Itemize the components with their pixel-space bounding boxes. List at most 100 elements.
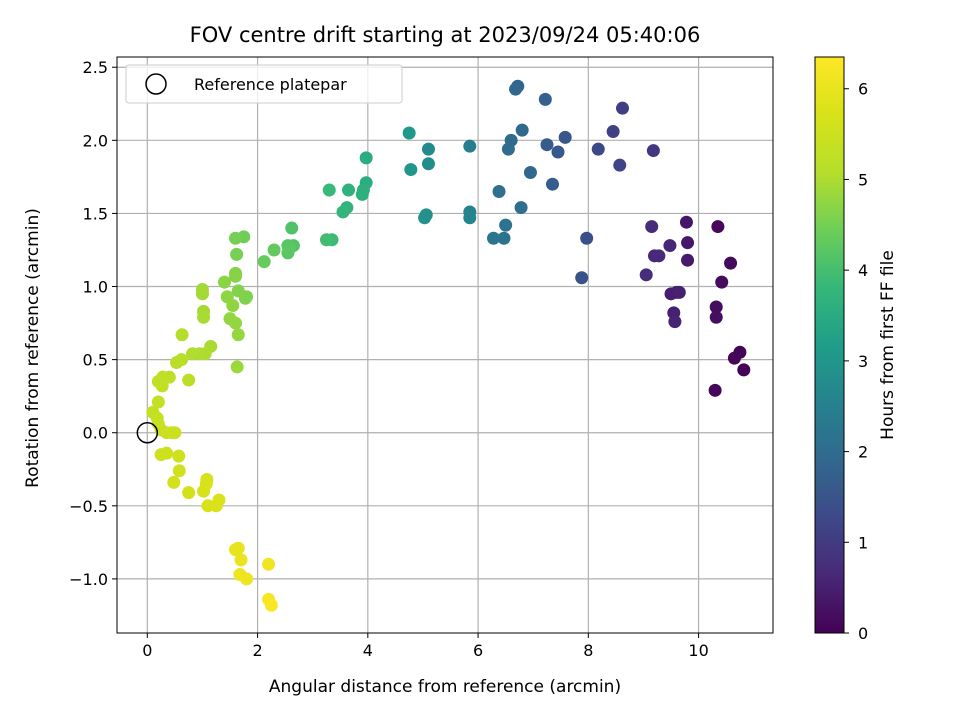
y-tick-label: 0.5 [83, 351, 108, 370]
data-point [182, 486, 196, 500]
data-point [558, 130, 572, 144]
data-point [538, 92, 552, 106]
data-point [262, 557, 276, 571]
colorbar-gradient [814, 56, 845, 634]
data-point [281, 246, 295, 260]
plot-frame [116, 56, 774, 634]
legend-label: Reference platepar [194, 75, 347, 94]
data-point [342, 183, 356, 197]
colorbar-tick-label: 2 [858, 443, 868, 462]
data-point [709, 300, 723, 314]
plot-area: 0 2 4 6 8 10 −1.0 −0.5 0.0 0.5 1.0 1.5 2.0 2.5 [69, 56, 774, 660]
data-point [322, 183, 336, 197]
x-tick-label: 2 [252, 641, 262, 660]
data-point [229, 269, 243, 283]
x-tick-label: 4 [363, 641, 373, 660]
data-point [737, 363, 751, 377]
y-tick-label: 2.5 [83, 58, 108, 77]
data-point [234, 553, 248, 567]
data-point [226, 299, 240, 313]
data-point [186, 347, 200, 361]
data-point [155, 379, 169, 393]
data-point [240, 572, 254, 586]
data-point [257, 255, 271, 269]
data-point [231, 328, 245, 342]
y-tick-label: −0.5 [69, 497, 108, 516]
x-tick-label: 8 [583, 641, 593, 660]
data-point [229, 231, 243, 245]
data-point [336, 205, 350, 219]
data-point [197, 484, 211, 498]
data-point [404, 163, 418, 177]
y-tick-label: −1.0 [69, 570, 108, 589]
data-point [487, 231, 501, 245]
data-point [540, 138, 554, 152]
data-point [217, 275, 231, 289]
chart-title: FOV centre drift starting at 2023/09/24 … [190, 23, 701, 47]
colorbar-tick-label: 3 [858, 352, 868, 371]
data-point [319, 233, 333, 247]
data-point [606, 125, 620, 139]
colorbar-tick-label: 4 [858, 261, 868, 280]
data-point [724, 256, 738, 270]
x-axis-label: Angular distance from reference (arcmin) [269, 677, 621, 697]
colorbar-tick-label: 0 [858, 624, 868, 643]
data-point [418, 211, 432, 225]
data-point [402, 126, 416, 140]
colorbar-tick-label: 1 [858, 533, 868, 552]
data-point [172, 464, 186, 478]
x-tick-label: 10 [688, 641, 708, 660]
data-point [681, 253, 695, 267]
y-axis-label: Rotation from reference (arcmin) [23, 208, 43, 488]
data-points [146, 79, 751, 612]
data-point [151, 395, 165, 409]
y-tick-label: 1.5 [83, 204, 108, 223]
data-point [551, 145, 565, 159]
reference-platepar-marker [136, 421, 159, 444]
data-point [160, 446, 174, 460]
x-tick-label: 6 [473, 641, 483, 660]
data-point [230, 360, 244, 374]
legend: Reference platepar [125, 64, 403, 104]
data-point [613, 158, 627, 172]
data-point [463, 139, 477, 153]
data-point [679, 215, 693, 229]
data-point [709, 310, 723, 324]
data-point [708, 383, 722, 397]
data-point [545, 177, 559, 191]
data-point [492, 184, 506, 198]
legend-open-circle-icon [145, 73, 167, 95]
colorbar-tick-label: 5 [858, 170, 868, 189]
data-point [514, 201, 528, 215]
data-point [523, 165, 537, 179]
data-point [230, 247, 244, 261]
data-point [672, 285, 686, 299]
data-point [652, 249, 666, 263]
data-point [359, 151, 373, 165]
data-point [497, 231, 511, 245]
data-point [646, 144, 660, 158]
data-point [715, 275, 729, 289]
data-point [197, 310, 211, 324]
data-point [499, 218, 513, 232]
data-point [616, 101, 630, 115]
data-point [168, 426, 182, 440]
colorbar-tick-label: 6 [858, 80, 868, 99]
x-axis-ticks: 0 2 4 6 8 10 [142, 633, 709, 660]
y-tick-label: 0.0 [83, 424, 108, 443]
data-point [727, 351, 741, 365]
data-point [575, 271, 589, 285]
y-axis-ticks: −1.0 −0.5 0.0 0.5 1.0 1.5 2.0 2.5 [69, 58, 117, 589]
data-point [668, 315, 682, 329]
data-point [711, 220, 725, 234]
data-point [212, 493, 226, 507]
data-point [231, 284, 245, 298]
data-point [645, 220, 659, 234]
data-point [463, 211, 477, 225]
data-point [264, 598, 278, 612]
data-point [175, 328, 189, 342]
data-point [172, 449, 186, 463]
data-point [591, 142, 605, 156]
data-point [639, 268, 653, 282]
data-point [170, 356, 184, 370]
